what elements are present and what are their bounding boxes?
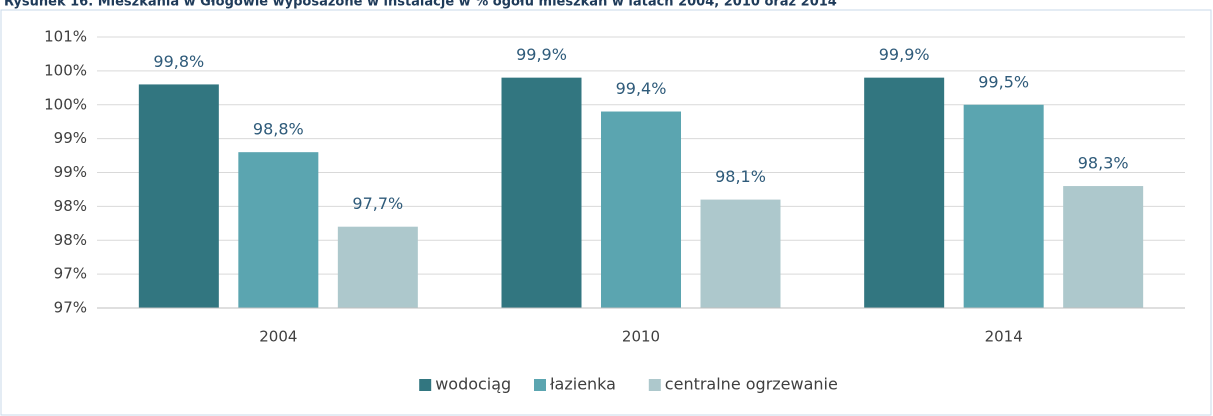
y-tick-label: 101%: [44, 28, 87, 46]
value-label: 99,4%: [616, 79, 667, 98]
value-label: 99,9%: [879, 45, 930, 64]
y-tick-label: 97%: [54, 265, 87, 283]
x-tick-label: 2010: [622, 328, 660, 346]
chart-title: Rysunek 16. Mieszkania w Głogowie wyposa…: [4, 0, 837, 10]
y-tick-label: 99%: [54, 129, 87, 147]
y-tick-label: 99%: [54, 163, 87, 181]
value-label: 99,9%: [516, 45, 567, 64]
bar: [501, 77, 582, 309]
legend-swatch: [648, 379, 661, 391]
bar: [700, 199, 781, 308]
value-label: 98,1%: [715, 167, 766, 186]
y-tick-label: 98%: [54, 197, 87, 215]
y-tick-label: 100%: [44, 95, 87, 113]
y-tick-label: 97%: [54, 299, 87, 317]
bar: [138, 84, 219, 308]
y-tick-label: 100%: [44, 61, 87, 79]
bar: [601, 111, 681, 309]
value-label: 98,3%: [1078, 154, 1129, 173]
bar: [238, 152, 319, 308]
value-label: 98,8%: [253, 120, 304, 139]
x-tick-label: 2004: [259, 328, 297, 346]
value-label: 99,8%: [153, 52, 204, 71]
value-label: 99,5%: [978, 72, 1029, 91]
bar: [963, 104, 1044, 308]
legend-label: centralne ogrzewanie: [665, 375, 838, 394]
bar: [337, 226, 418, 308]
y-tick-label: 98%: [54, 231, 87, 249]
value-label: 97,7%: [352, 194, 403, 213]
legend-swatch: [534, 379, 546, 391]
legend-label: wodociąg: [435, 375, 511, 394]
legend-swatch: [419, 379, 432, 391]
bar: [1063, 186, 1144, 308]
bar: [864, 77, 945, 309]
x-tick-label: 2014: [985, 328, 1023, 346]
legend-label: łazienka: [550, 375, 616, 394]
